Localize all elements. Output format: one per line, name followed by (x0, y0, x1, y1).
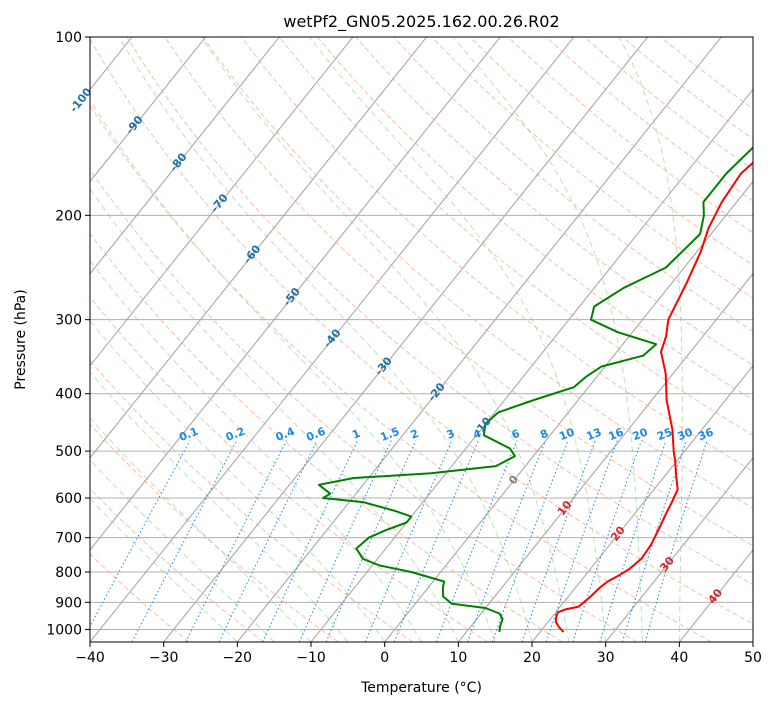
isotherm (236, 37, 722, 642)
y-tick-label: 200 (55, 208, 82, 224)
y-tick-label: 800 (55, 565, 82, 581)
x-tick-label: −20 (223, 650, 253, 666)
dry-adiabat (90, 553, 190, 642)
dry-adiabat (90, 359, 414, 642)
dewpoint-profile (317, 146, 753, 633)
x-tick-label: −10 (296, 650, 326, 666)
x-tick-label: 20 (523, 650, 541, 666)
mixing-ratio-label: 10 (557, 425, 576, 443)
y-axis-title: Pressure (hPa) (13, 289, 29, 389)
moist-adiabat (90, 459, 275, 642)
moist-adiabat (618, 37, 683, 642)
mixing-ratio-label: 2 (409, 427, 421, 442)
y-tick-label: 500 (55, 444, 82, 460)
mixing-ratio-line (185, 440, 287, 642)
dry-adiabat (202, 37, 753, 509)
x-tick-label: −40 (75, 650, 105, 666)
chart-title: wetPf2_GN05.2025.162.00.26.R02 (283, 12, 559, 32)
moist-adiabat (90, 371, 349, 642)
mixing-ratio-line (545, 440, 618, 642)
mixing-ratio-line (393, 440, 479, 642)
isotherm (605, 457, 753, 642)
isotherm (90, 37, 428, 459)
axes: −40 −30 −20 −10 0 10 20 30 40 50 1000 900 800 700 600 5… (46, 30, 762, 666)
isotherm (90, 37, 280, 275)
dry-adiabat (164, 37, 753, 547)
mixing-ratio-line (325, 440, 417, 642)
x-tick-label: 40 (670, 650, 688, 666)
mixing-ratio-line (621, 440, 687, 642)
y-tick-label: 700 (55, 531, 82, 547)
mixing-ratio-line (218, 440, 318, 642)
dry-adiabat (393, 37, 753, 332)
mixing-ratio-label: 20 (631, 425, 650, 443)
y-tick-label: 100 (55, 30, 82, 46)
x-axis-title: Temperature (°C) (360, 680, 482, 696)
moist-adiabat (90, 98, 496, 642)
dry-adiabat (90, 104, 712, 642)
x-tick-label: −30 (149, 650, 179, 666)
moist-adiabat (118, 37, 533, 642)
plot-frame (89, 36, 754, 643)
isotherm (90, 37, 207, 183)
mixing-ratio-label: 25 (655, 425, 674, 443)
mixing-ratio-label: 13 (584, 425, 603, 443)
temperature-profile (554, 161, 753, 633)
isotherm (310, 88, 753, 642)
dry-adiabat (90, 488, 264, 642)
moist-adiabat (90, 259, 422, 642)
dry-adiabat (90, 423, 339, 642)
x-tick-label: 50 (744, 650, 762, 666)
x-tick-label: 10 (449, 650, 467, 666)
sounding-profiles (317, 146, 753, 633)
isotherm (90, 37, 501, 551)
mixing-ratio-label: 8 (538, 427, 550, 442)
mixing-ratio-line (644, 440, 708, 642)
isotherm (90, 37, 354, 367)
moist-adiabat (90, 188, 459, 642)
isotherm (163, 37, 649, 642)
y-tick-label: 400 (55, 387, 82, 403)
dry-adiabat (90, 168, 638, 642)
dry-adiabat (431, 37, 753, 299)
mixing-ratio-label: 36 (696, 425, 715, 443)
isotherm (384, 180, 753, 642)
dry-adiabat (240, 37, 753, 472)
mixing-ratio-label: 30 (676, 425, 695, 443)
mixing-ratio-label: 1 (350, 427, 362, 442)
moist-adiabat (200, 37, 570, 642)
isotherm (457, 272, 753, 642)
mixing-ratio-line (364, 440, 453, 642)
mixing-ratio-line (599, 440, 667, 642)
moist-adiabat (452, 37, 643, 642)
y-tick-label: 900 (55, 595, 82, 611)
x-tick-label: 0 (380, 650, 389, 666)
mixing-ratio-label: 3 (445, 427, 457, 442)
y-tick-label: 1000 (46, 622, 82, 638)
mixing-ratio-line (491, 440, 569, 642)
dry-adiabat (278, 37, 753, 436)
mixing-ratio-line (521, 440, 596, 642)
dry-adiabat (90, 296, 488, 642)
isotherm (531, 364, 753, 642)
moist-adiabat (308, 37, 607, 642)
y-tick-label: 600 (55, 491, 82, 507)
background-lines (90, 37, 753, 642)
mixing-ratio-label: 16 (606, 425, 625, 443)
moist-adiabat (90, 498, 238, 642)
mixing-ratio-line (90, 440, 191, 628)
y-tick-label: 300 (55, 313, 82, 329)
dry-adiabat (90, 38, 753, 625)
moist-adiabat (90, 319, 386, 642)
mixing-ratio-line (298, 440, 392, 642)
x-tick-label: 30 (597, 650, 615, 666)
